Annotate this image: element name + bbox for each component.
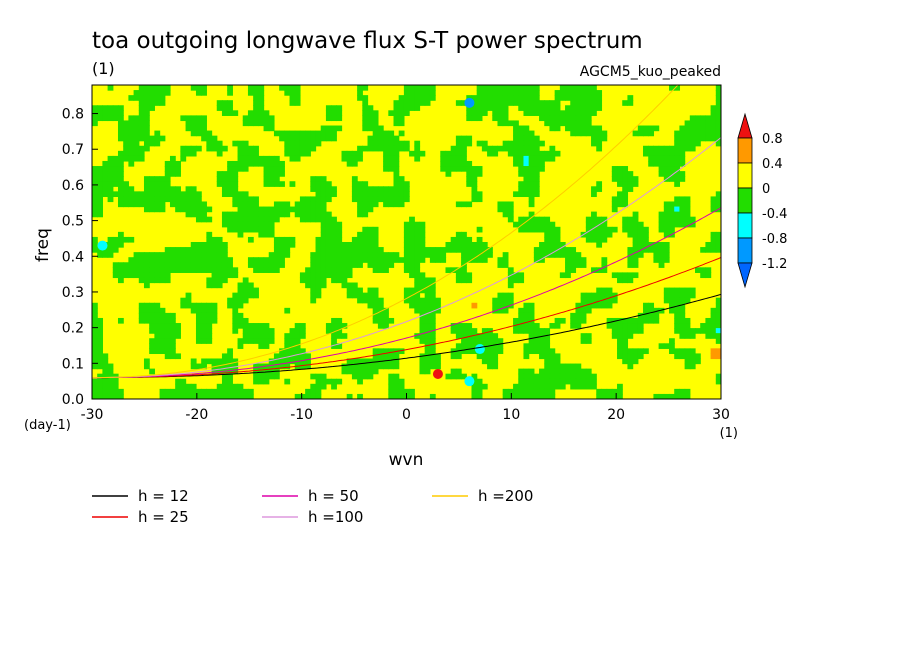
y-axis-label: freq <box>33 228 53 262</box>
y-tick-label: 0.6 <box>62 178 84 194</box>
x-tick-label: 0 <box>402 407 411 423</box>
colorbar-label: -0.8 <box>762 232 787 247</box>
x-axis-label: wvn <box>389 450 424 470</box>
y-tick-label: 0.2 <box>62 321 84 337</box>
colorbar-label: -1.2 <box>762 257 787 272</box>
colorbar-bottom-arrow <box>737 262 753 289</box>
curve-h-100 <box>92 137 721 379</box>
y-axis: 0.0 0.1 0.2 0.3 0.4 0.5 0.6 0.7 0.8 <box>62 107 98 408</box>
colorbar-swatch <box>737 212 753 239</box>
chart-title: toa outgoing longwave flux S-T power spe… <box>92 28 643 54</box>
legend-label: h =100 <box>308 508 363 526</box>
colorbar-label: -0.4 <box>762 207 787 222</box>
y-tick-label: 0.0 <box>62 392 84 408</box>
title-units: (1) <box>92 59 115 78</box>
model-label: AGCM5_kuo_peaked <box>580 64 721 80</box>
x-tick-label: -10 <box>290 407 313 423</box>
legend-label: h = 50 <box>308 487 359 505</box>
colorbar-swatch <box>737 162 753 189</box>
x-tick-label: 30 <box>712 407 730 423</box>
colorbar: 0.8 0.4 0 -0.4 -0.8 -1.2 <box>737 112 787 289</box>
curve-h-12 <box>92 293 721 379</box>
y-tick-label: 0.4 <box>62 249 84 265</box>
colorbar-swatch <box>737 237 753 264</box>
colorbar-label: 0.8 <box>762 132 783 147</box>
curve-h-25 <box>92 257 721 379</box>
x-tick-label: -20 <box>185 407 208 423</box>
colorbar-top-arrow <box>737 112 753 139</box>
colorbar-label: 0.4 <box>762 157 783 172</box>
spectrum-field <box>92 85 721 399</box>
y-tick-label: 0.5 <box>62 214 84 230</box>
colorbar-swatch <box>737 137 753 164</box>
y-tick-label: 0.7 <box>62 142 84 158</box>
y-tick-label: 0.1 <box>62 356 84 372</box>
legend-label: h =200 <box>478 487 533 505</box>
colorbar-swatch <box>737 187 753 214</box>
curve-h-50 <box>92 207 721 379</box>
colorbar-label: 0 <box>762 182 770 197</box>
x-axis: -30 -20 -10 0 10 20 30 <box>81 393 730 423</box>
x-tick-label: -30 <box>81 407 104 423</box>
legend-label: h = 25 <box>138 508 189 526</box>
x-tick-label: 10 <box>502 407 520 423</box>
y-axis-units: (day-1) <box>24 418 71 433</box>
dispersion-curves <box>92 85 721 379</box>
y-tick-label: 0.8 <box>62 107 84 123</box>
legend: h = 12 h = 25 h = 50 h =100 h =200 <box>92 487 533 526</box>
y-tick-label: 0.3 <box>62 285 84 301</box>
x-tick-label: 20 <box>607 407 625 423</box>
curve-h-200 <box>92 85 679 379</box>
x-axis-units: (1) <box>720 426 738 441</box>
legend-label: h = 12 <box>138 487 189 505</box>
